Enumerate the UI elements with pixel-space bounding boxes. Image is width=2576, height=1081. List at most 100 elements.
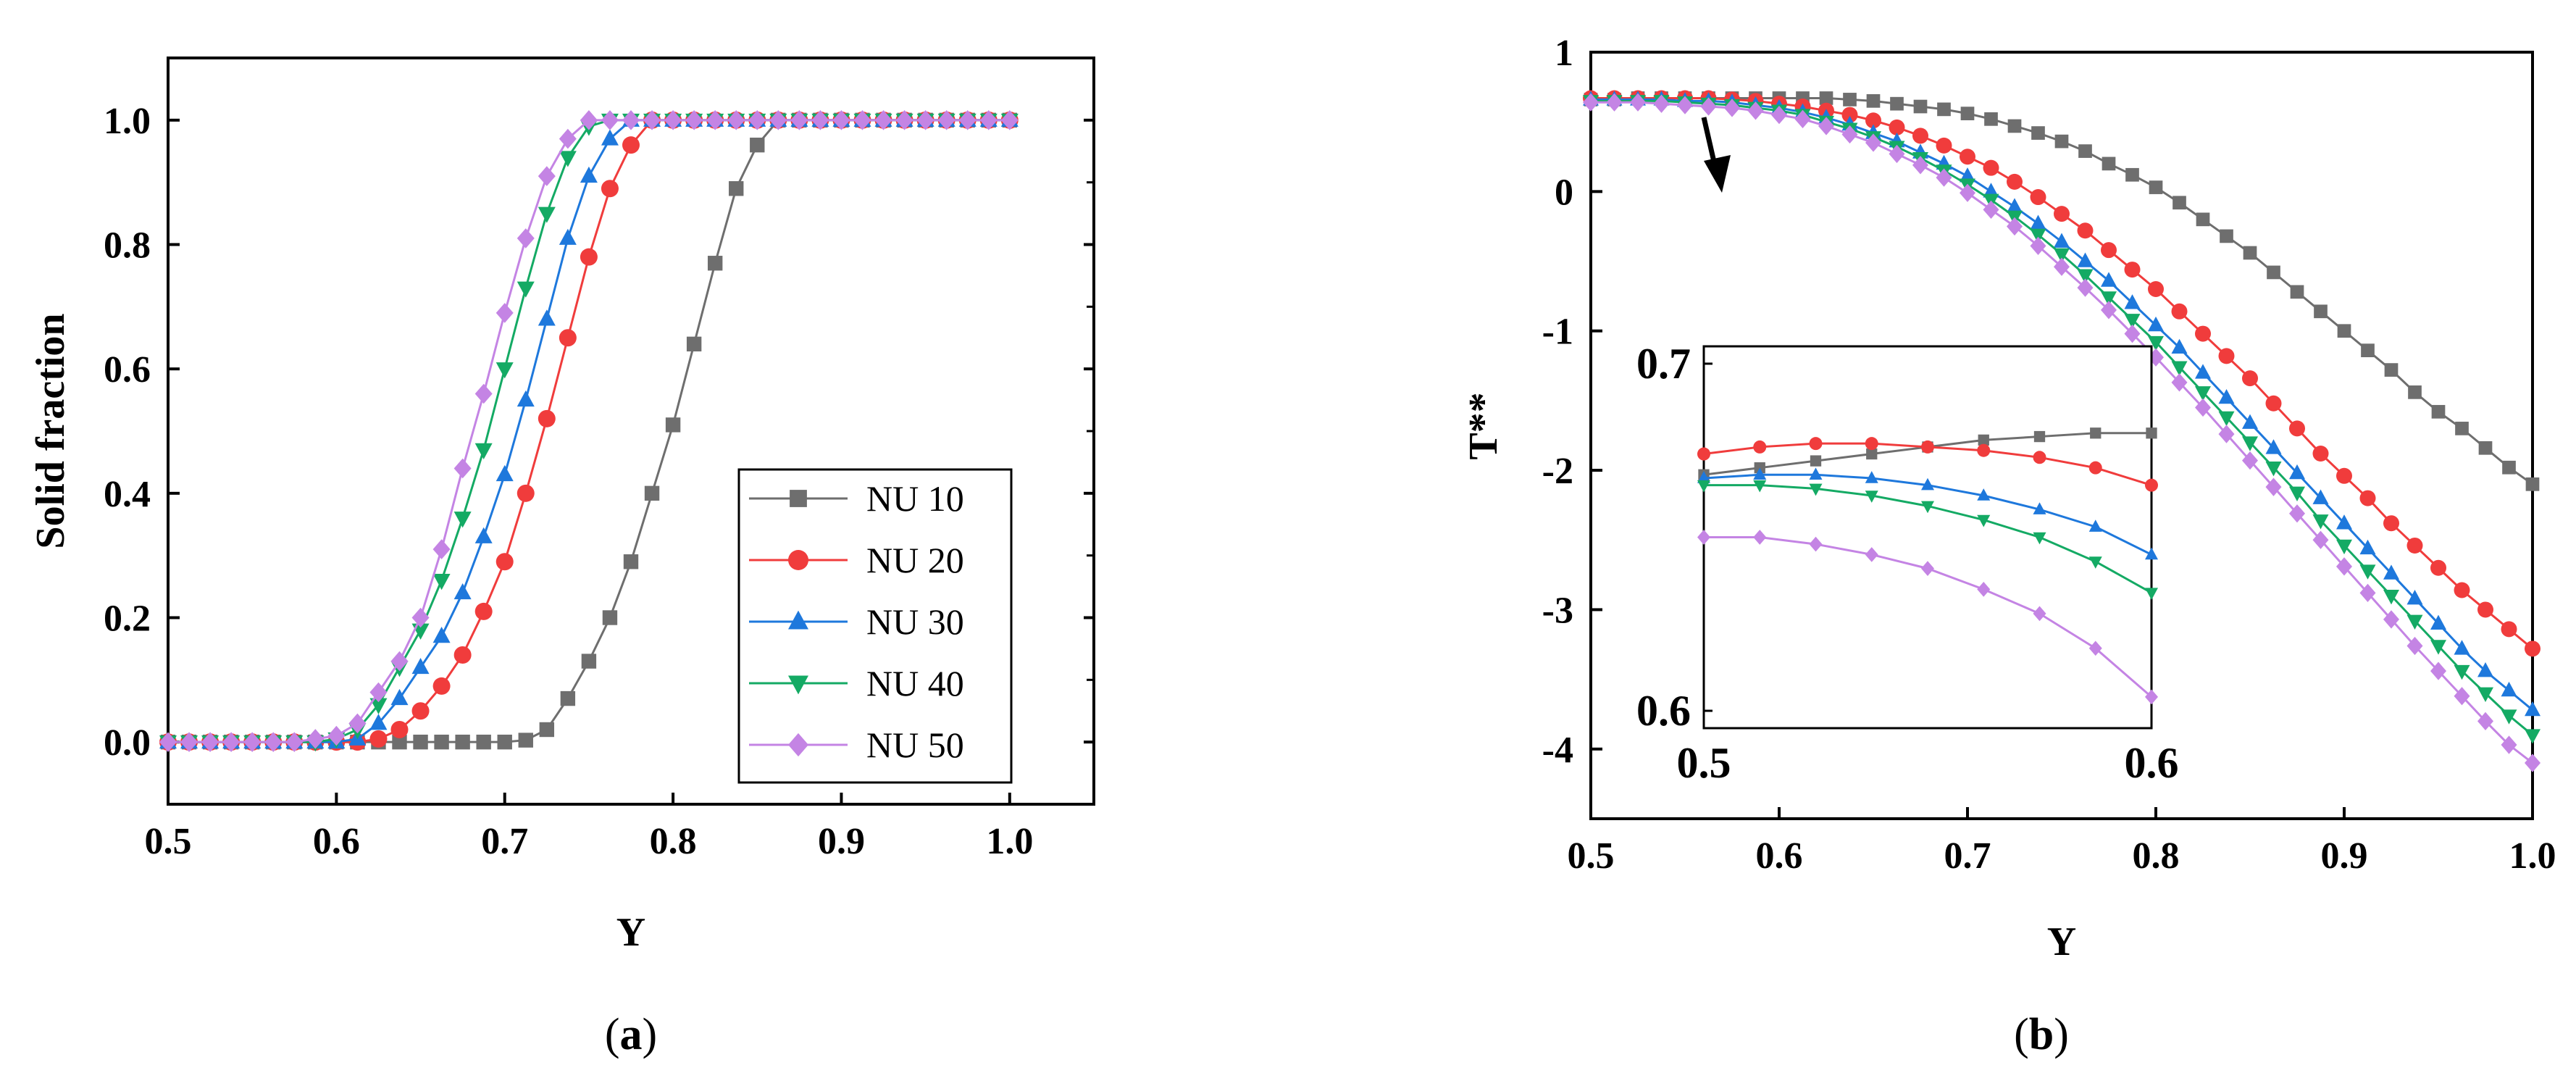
panel-a-point-nu-50 (580, 110, 598, 130)
legend-label: NU 30 (866, 601, 964, 642)
panel-b-point-nu-30 (2124, 294, 2141, 309)
panel-b-point-nu-20 (1865, 112, 1881, 129)
inset-point-nu-20 (1865, 437, 1878, 451)
panel-a-point-nu-10 (602, 610, 618, 625)
panel-b-point-nu-40 (2265, 461, 2282, 477)
panel-a-point-nu-10 (518, 733, 533, 748)
legend-item-nu-40: NU 40 (749, 663, 964, 704)
panel-a-point-nu-20 (390, 721, 409, 738)
inset-point-nu-10 (2146, 427, 2157, 439)
panel-a-x-tick-label: 0.5 (145, 821, 192, 862)
panel-b-point-nu-40 (2218, 411, 2235, 427)
panel-b-point-nu-10 (2173, 196, 2186, 210)
inset-point-nu-40 (1977, 514, 1991, 527)
panel-b-point-nu-30 (2359, 539, 2376, 555)
panel-b-point-nu-30 (1960, 167, 1975, 183)
caption-letter: b (2029, 1010, 2054, 1059)
panel-b-point-nu-20 (2525, 640, 2541, 657)
panel-a-point-nu-50 (895, 110, 913, 130)
inset-point-nu-20 (2033, 451, 2046, 464)
panel-b-point-nu-20 (2030, 189, 2046, 206)
panel-a-point-nu-50 (853, 110, 871, 130)
panel-b-point-nu-10 (2408, 385, 2422, 399)
panel-a-point-nu-10 (392, 734, 407, 750)
panel-a-point-nu-50 (685, 110, 703, 130)
panel-b-point-nu-20 (2054, 206, 2070, 222)
panel-b-point-nu-40 (2030, 228, 2046, 244)
panel-a-point-nu-50 (601, 110, 619, 130)
panel-b-point-nu-10 (2031, 126, 2045, 140)
panel-b-series-nu-50 (1583, 93, 2541, 772)
panel-a-point-nu-50 (622, 110, 640, 130)
panel-b-point-nu-40 (2406, 614, 2423, 630)
panel-b-point-nu-40 (2430, 640, 2446, 655)
panel-b-point-nu-50 (2195, 398, 2211, 417)
panel-b-point-nu-10 (2384, 363, 2399, 377)
panel-a-y-tick-label: 1.0 (104, 101, 151, 142)
panel-b-point-nu-50 (2312, 530, 2329, 549)
panel-b-x-ticks: 0.5 0.6 0.7 0.8 0.9 1.0 (1568, 807, 2556, 877)
inset-x-tick-label: 0.5 (1677, 739, 1731, 787)
panel-a-point-nu-50 (769, 110, 787, 130)
inset-point-nu-40 (1865, 491, 1878, 503)
panel-b-point-nu-50 (1677, 96, 1693, 114)
panel-b-x-tick-label: 0.7 (1944, 835, 1991, 877)
legend-swatch-marker (788, 675, 808, 695)
panel-b-point-nu-20 (2454, 582, 2470, 598)
panel-a-point-nu-10 (729, 181, 744, 196)
panel-b-point-nu-10 (2149, 180, 2163, 194)
panel-b-point-nu-50 (2289, 504, 2305, 523)
panel-a-caption: (a) (605, 1010, 657, 1059)
panel-b-point-nu-50 (2406, 636, 2423, 656)
panel-b-point-nu-10 (2243, 246, 2257, 260)
panel-b-point-nu-30 (2265, 439, 2282, 454)
panel-b-point-nu-30 (2148, 316, 2164, 332)
panel-b-point-nu-50 (1865, 133, 1881, 152)
panel-b-point-nu-40 (2501, 709, 2517, 725)
panel-a-point-nu-50 (790, 110, 808, 130)
panel-b-x-axis-label: Y (2047, 919, 2076, 964)
panel-b-point-nu-30 (2054, 233, 2070, 248)
inset-ticks: 0.5 0.60.70.6 (1636, 340, 2179, 787)
panel-b-point-nu-10 (1819, 91, 1833, 105)
panel-a-x-tick-label: 0.7 (481, 821, 528, 862)
panel-b-point-nu-40 (2525, 729, 2541, 744)
legend-frame (737, 468, 1013, 784)
panel-b-point-nu-20 (1936, 137, 1952, 154)
panel-b-point-nu-10 (2102, 156, 2116, 171)
panel-b-point-nu-10 (1866, 93, 1881, 108)
panel-b-point-nu-30 (2477, 661, 2493, 677)
panel-b-point-nu-50 (1912, 156, 1928, 175)
panel-a-point-nu-50 (159, 732, 177, 752)
legend-item-nu-10: NU 10 (749, 478, 964, 519)
inset-point-nu-10 (1810, 455, 1822, 467)
panel-a-point-nu-50 (916, 110, 934, 130)
panel-a-point-nu-20 (622, 136, 640, 154)
panel-a-y-ticks: 0.0 0.2 0.4 0.6 0.8 1.0 (104, 101, 1094, 764)
panel-b-point-nu-30 (2525, 701, 2541, 717)
panel-b-point-nu-20 (2148, 281, 2164, 298)
panel-a-point-nu-10 (476, 734, 491, 750)
caption-close-paren: ) (2054, 1010, 2069, 1059)
panel-a-point-nu-50 (937, 110, 955, 130)
panel-b-point-nu-20 (2101, 242, 2117, 259)
inset-series-nu-50 (1697, 530, 2158, 705)
panel-a-point-nu-50 (643, 110, 661, 130)
panel-a-x-tick-label: 0.8 (650, 821, 697, 862)
panel-b-point-nu-20 (2383, 515, 2399, 532)
panel-a-point-nu-40 (517, 281, 535, 298)
panel-b-point-nu-30 (2242, 414, 2258, 429)
panel-b-point-nu-10 (1984, 112, 1998, 126)
panel-b-point-nu-10 (2007, 119, 2022, 133)
panel-a-point-nu-10 (413, 734, 428, 750)
panel-b-point-nu-10 (2455, 422, 2469, 435)
inset-x-tick-label: 0.6 (2125, 739, 2179, 787)
trend-arrow (1701, 117, 1731, 193)
panel-a-point-nu-30 (517, 390, 535, 407)
panel-b-point-nu-50 (2171, 373, 2188, 392)
panel-b-plot-frame (1589, 51, 2534, 820)
inset-point-nu-20 (1809, 437, 1823, 451)
panel-b-point-nu-30 (2406, 589, 2423, 605)
panel-b: 0.5 0.6 0.7 0.8 0.9 1.0 10-1-2-3-4 0.5 0.60.70… (1461, 33, 2556, 1059)
inset-point-nu-40 (1921, 501, 1934, 514)
